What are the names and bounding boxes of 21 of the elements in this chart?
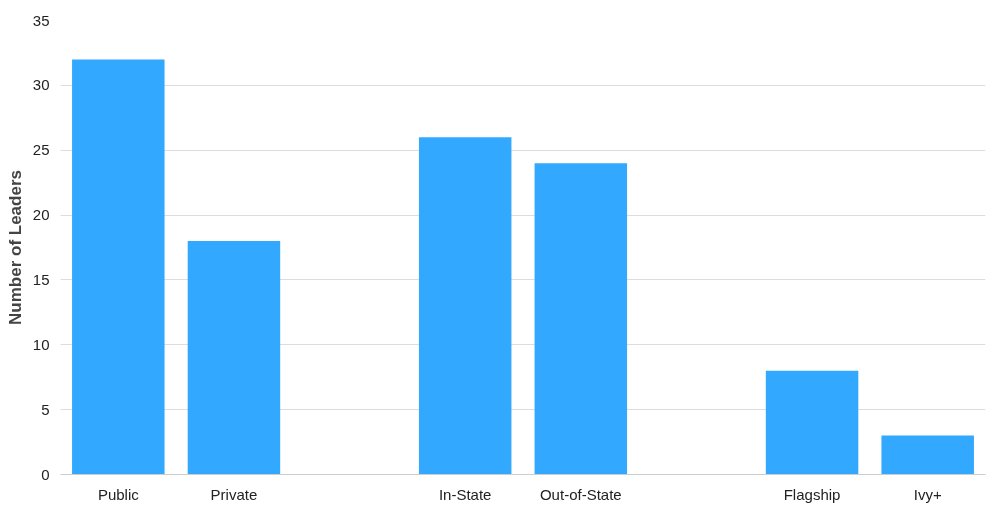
y-tick-label: 0 [41, 465, 50, 483]
y-tick-label: 30 [32, 76, 50, 94]
x-tick-label: Out-of-State [539, 485, 622, 503]
y-tick-label: 20 [32, 206, 50, 224]
y-tick-label: 25 [32, 141, 50, 159]
y-tick-label: 15 [32, 270, 50, 288]
x-tick-label: Private [210, 485, 258, 503]
y-tick-label: 35 [32, 11, 50, 29]
bar [187, 241, 281, 475]
bar [72, 59, 165, 475]
bar [534, 163, 628, 475]
y-tick-label: 5 [41, 400, 50, 418]
bar [765, 370, 859, 475]
y-tick-label: 10 [32, 335, 50, 353]
x-tick-label: Public [97, 485, 140, 503]
x-tick-label: In-State [438, 485, 492, 503]
bar [418, 137, 512, 475]
x-tick-label: Ivy+ [913, 485, 942, 503]
bar [881, 435, 974, 475]
y-axis-title: Number of Leaders [5, 170, 25, 325]
x-tick-label: Flagship [783, 485, 841, 503]
